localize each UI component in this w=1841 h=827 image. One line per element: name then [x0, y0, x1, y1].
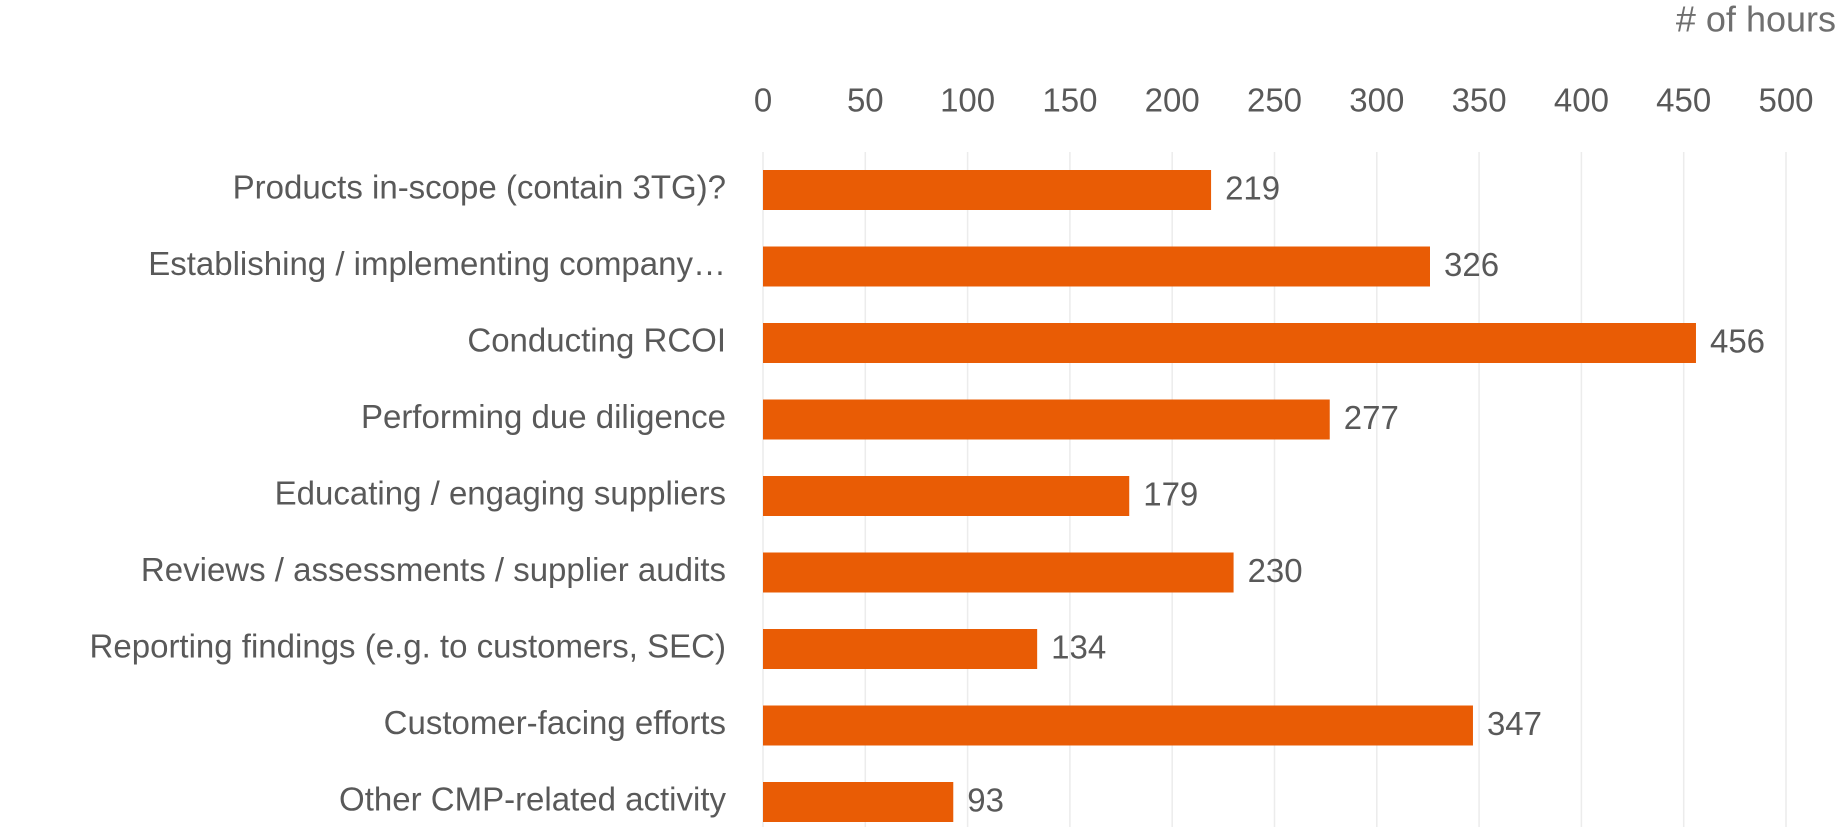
data-label: 230	[1248, 552, 1303, 589]
data-label: 93	[967, 782, 1004, 819]
x-tick-label: 100	[940, 82, 995, 119]
y-tick-label: Performing due diligence	[361, 398, 726, 435]
bar	[763, 629, 1038, 669]
data-label: 277	[1344, 399, 1399, 436]
data-label: 347	[1487, 705, 1542, 742]
data-label: 219	[1225, 170, 1280, 207]
y-tick-label: Educating / engaging suppliers	[275, 475, 726, 512]
y-tick-label: Reviews / assessments / supplier audits	[141, 551, 726, 588]
y-tick-label: Reporting findings (e.g. to customers, S…	[90, 628, 726, 665]
bar	[763, 323, 1696, 363]
x-tick-label: 500	[1758, 82, 1813, 119]
y-tick-label: Products in-scope (contain 3TG)?	[233, 169, 726, 206]
data-label: 179	[1143, 476, 1198, 513]
bar	[763, 476, 1130, 516]
y-tick-label: Customer-facing efforts	[384, 704, 726, 741]
x-tick-label: 350	[1452, 82, 1507, 119]
bar	[763, 170, 1212, 210]
x-tick-label: 50	[847, 82, 884, 119]
bar	[763, 399, 1330, 440]
x-tick-label: 200	[1145, 82, 1200, 119]
y-tick-label: Establishing / implementing company…	[148, 245, 726, 282]
x-tick-label: 450	[1656, 82, 1711, 119]
data-label: 134	[1051, 629, 1106, 666]
y-tick-label: Other CMP-related activity	[339, 781, 726, 818]
data-label: 326	[1444, 246, 1499, 283]
bar	[763, 552, 1234, 593]
x-tick-label: 300	[1349, 82, 1404, 119]
x-tick-label: 0	[754, 82, 772, 119]
x-tick-label: 250	[1247, 82, 1302, 119]
data-label: 456	[1710, 323, 1765, 360]
y-tick-label: Conducting RCOI	[467, 322, 726, 359]
bar	[763, 705, 1473, 746]
bar	[763, 246, 1430, 287]
bar	[763, 782, 954, 822]
x-tick-label: 400	[1554, 82, 1609, 119]
x-tick-label: 150	[1042, 82, 1097, 119]
axis-title: # of hours	[1676, 0, 1836, 40]
